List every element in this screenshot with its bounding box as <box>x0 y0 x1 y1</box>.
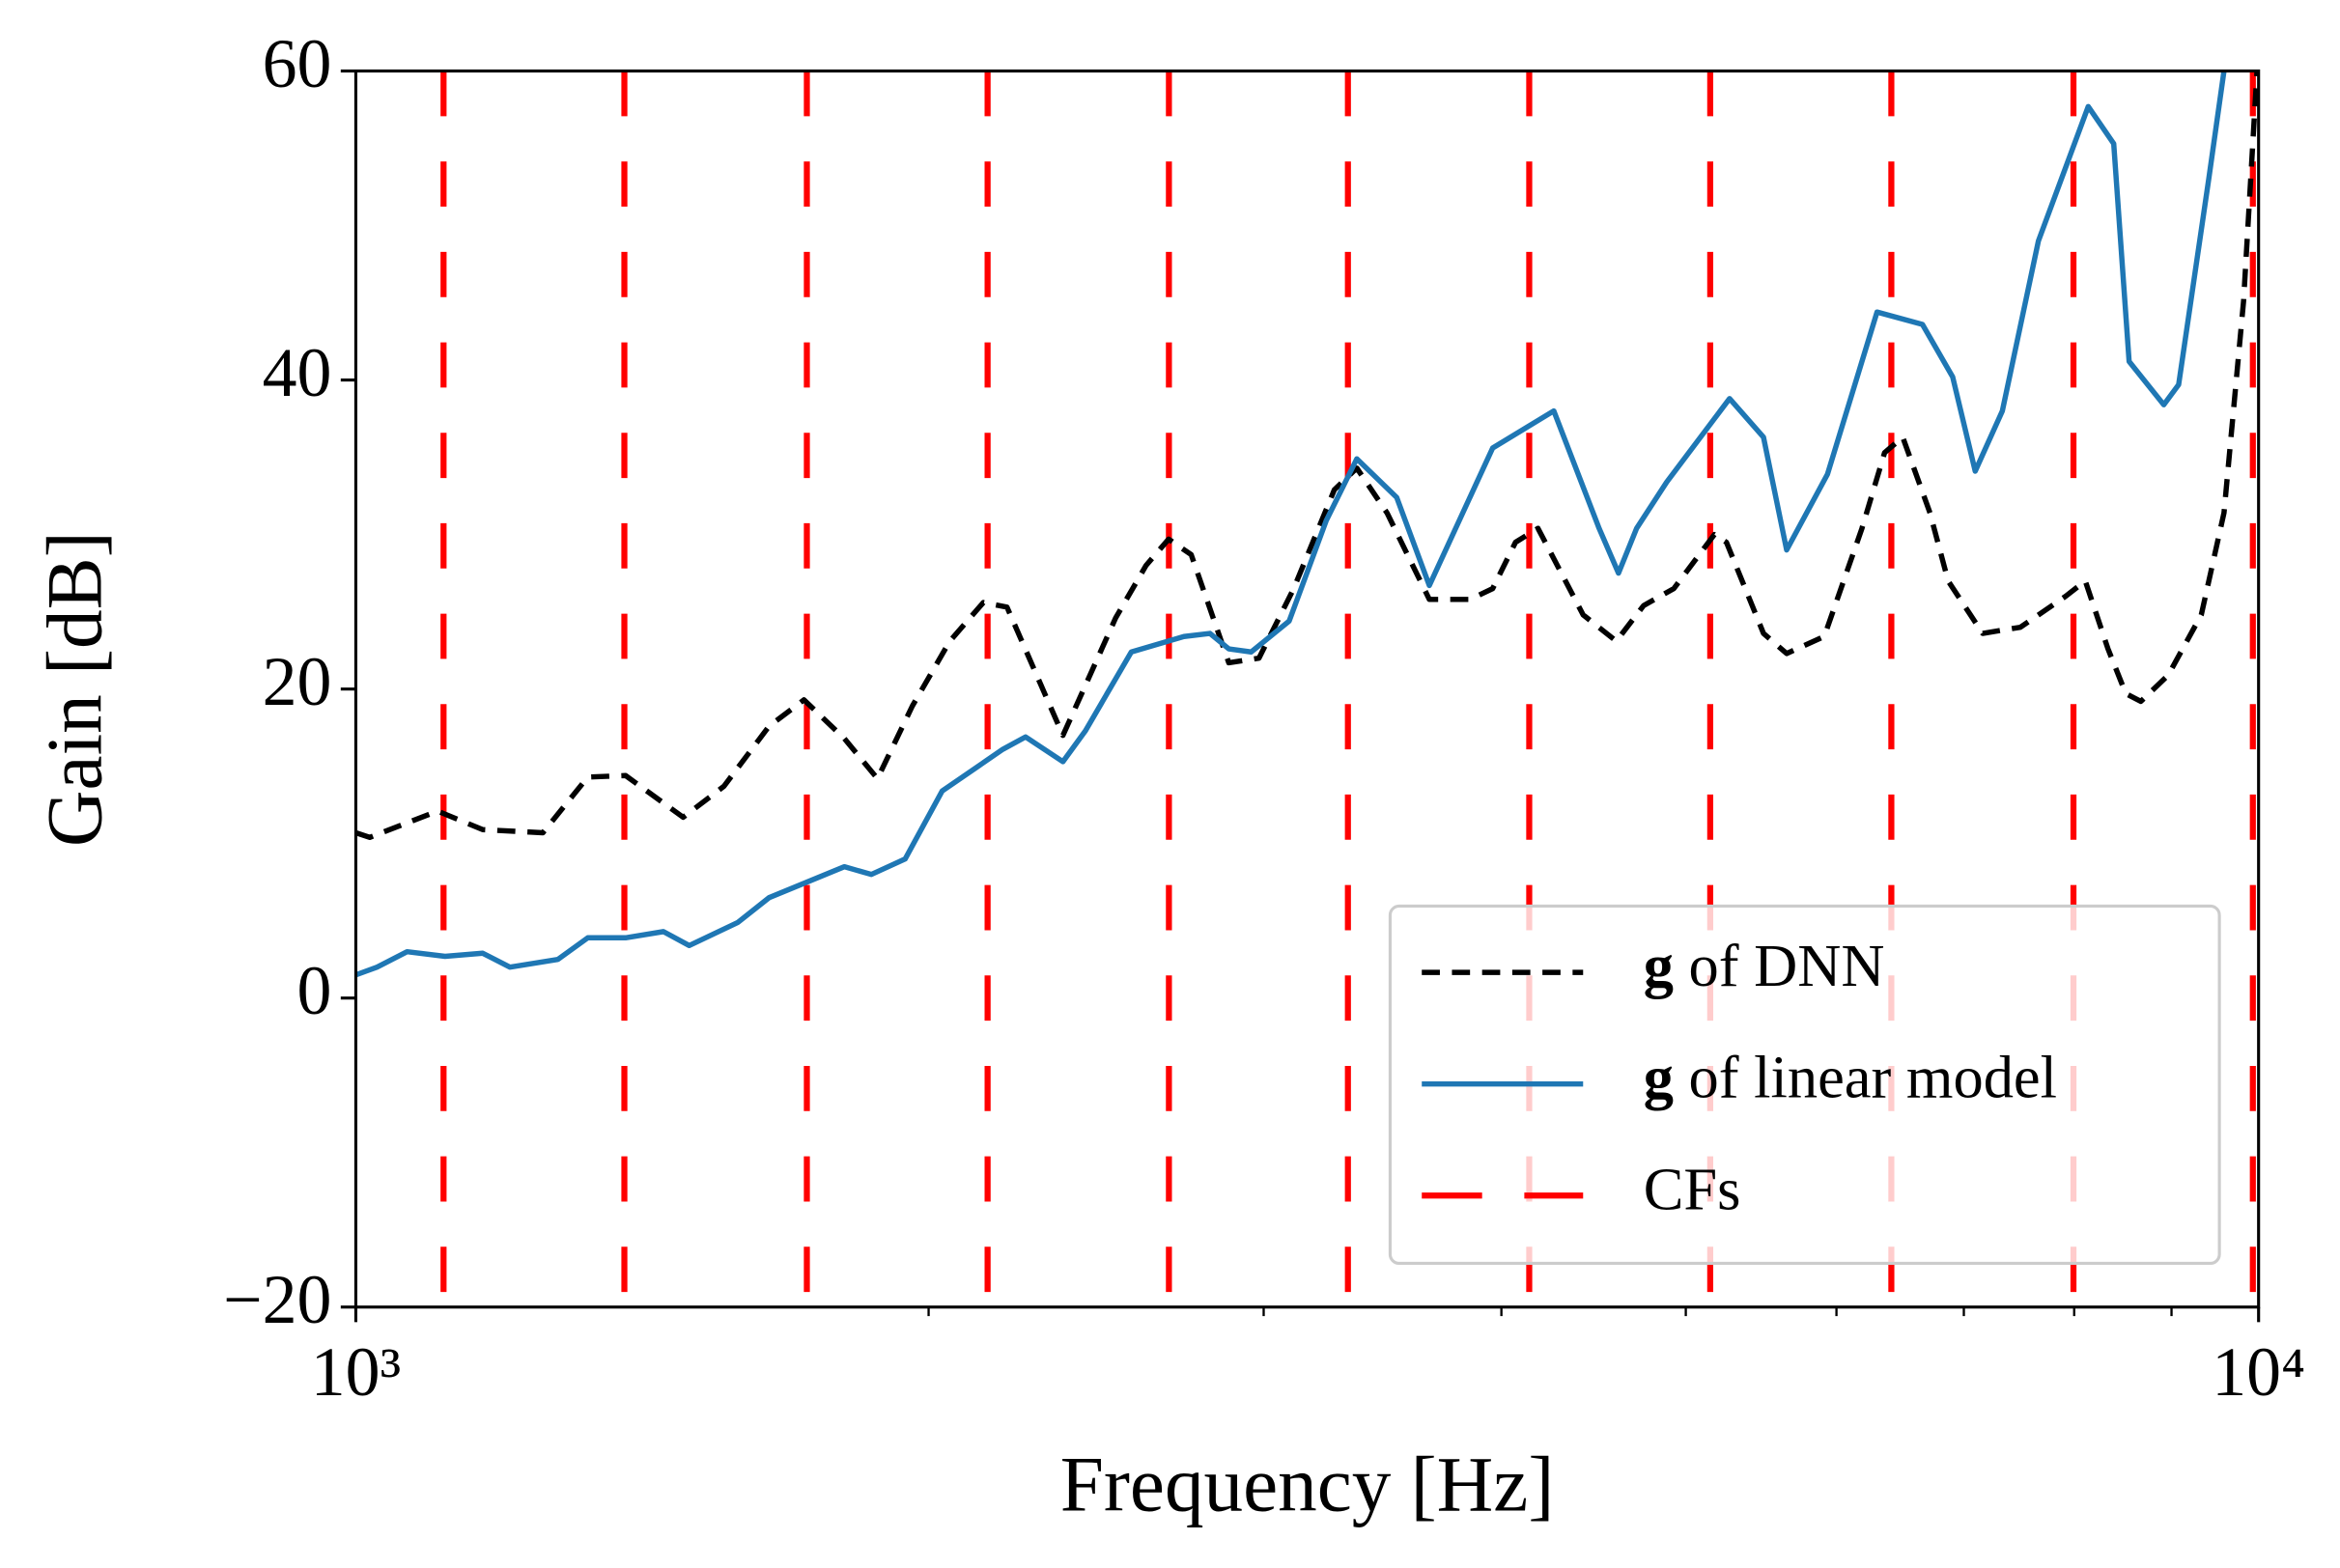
legend-label: CFs <box>1644 1156 1741 1223</box>
x-tick-label: 10³ <box>311 1333 401 1411</box>
legend-label: g of linear model <box>1644 1044 2057 1111</box>
y-axis-label: Gain [dB] <box>31 531 118 847</box>
y-tick-label: 40 <box>263 334 332 411</box>
y-tick-label: 20 <box>263 643 332 720</box>
x-tick-label: 10⁴ <box>2212 1333 2305 1411</box>
series-line <box>355 70 2227 978</box>
y-tick-label: −20 <box>223 1261 331 1338</box>
y-tick-label: 60 <box>263 25 332 102</box>
y-tick-label: 0 <box>297 952 332 1029</box>
x-axis-label: Frequency [Hz] <box>1060 1441 1555 1527</box>
legend-label: g of DNN <box>1644 932 1885 999</box>
legend-box <box>1388 904 2221 1266</box>
